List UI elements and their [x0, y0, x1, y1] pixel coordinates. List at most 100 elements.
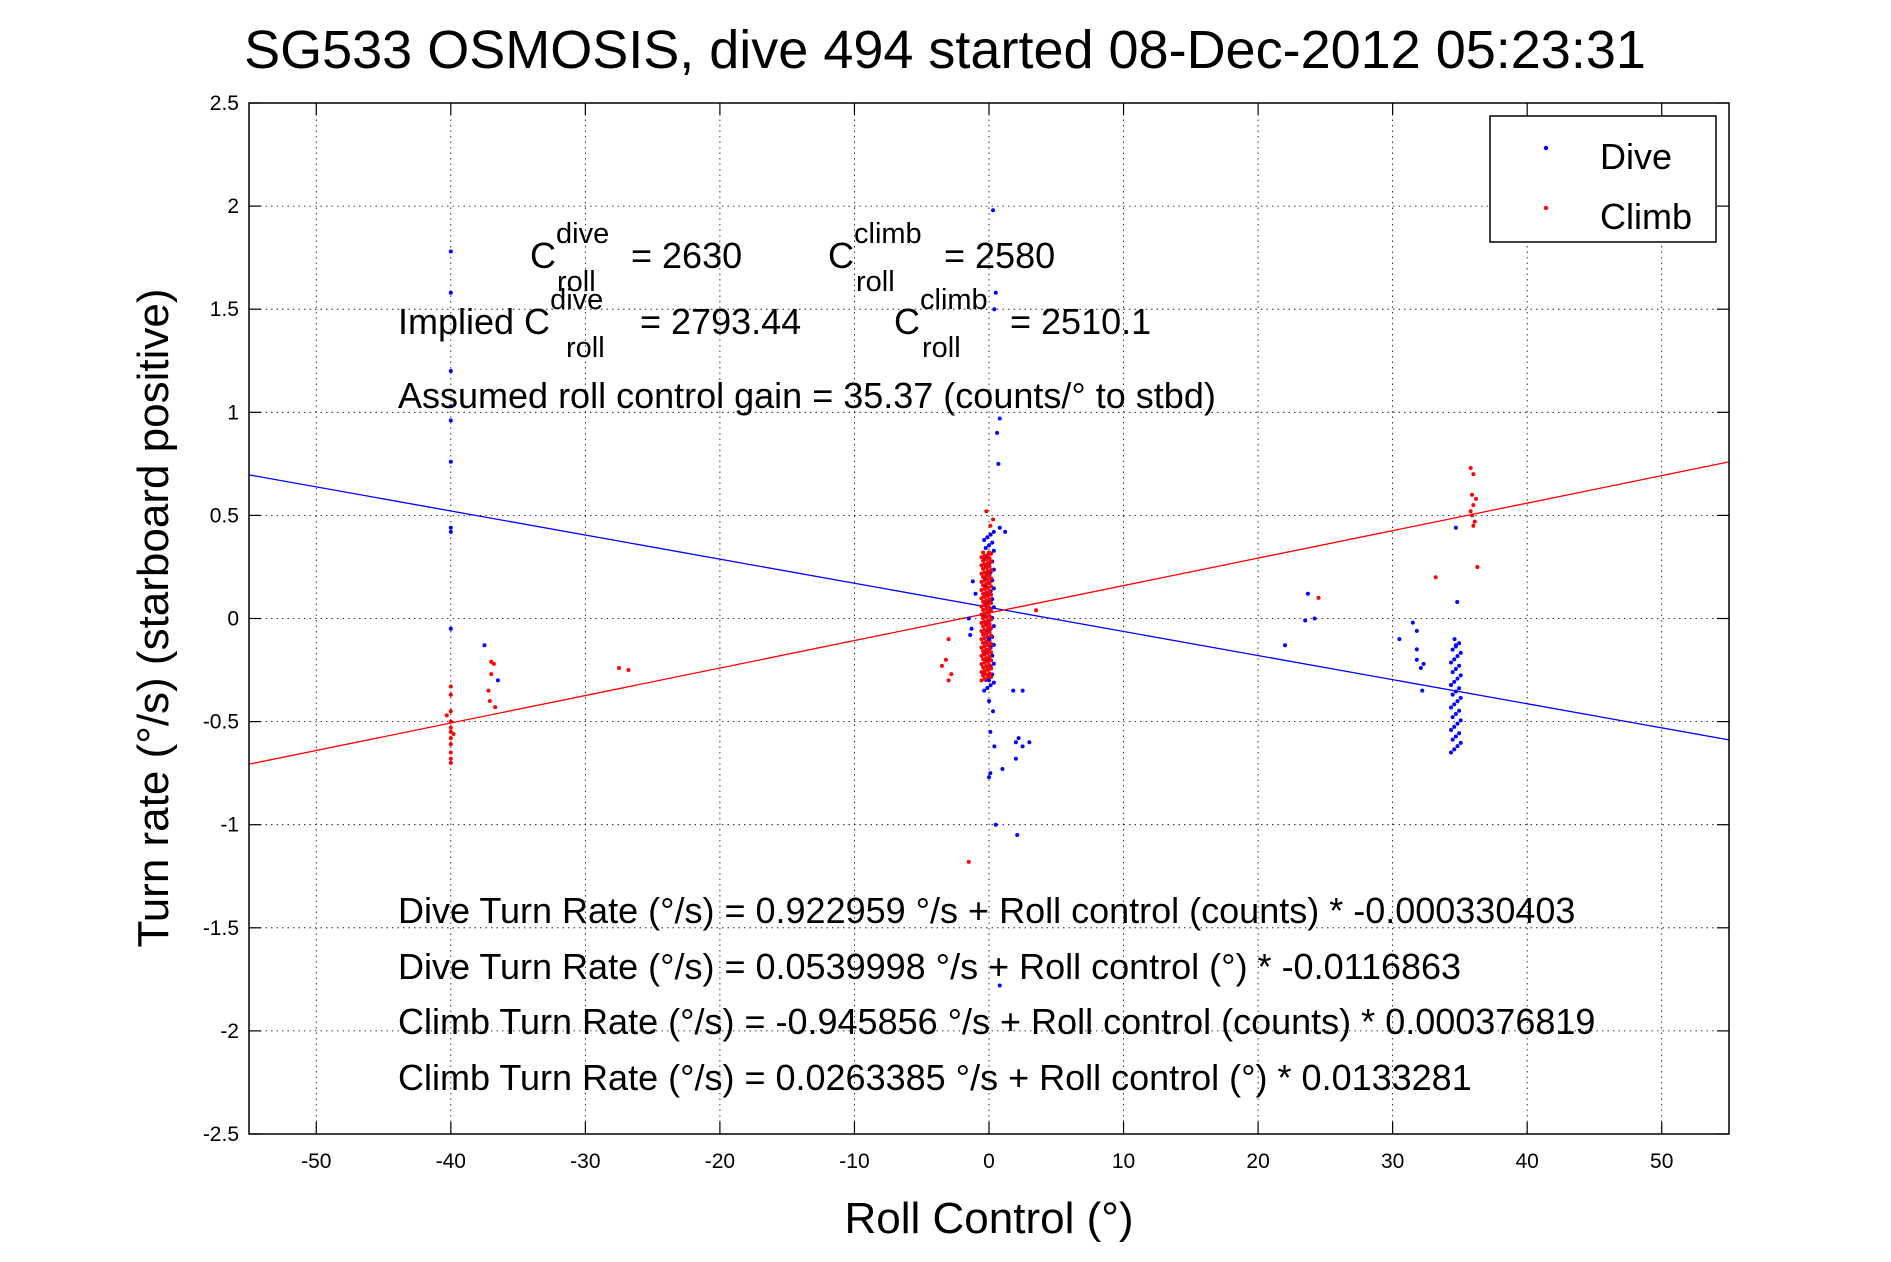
- climb-data-point: [979, 612, 984, 617]
- y-tick-label: -2.5: [203, 1123, 239, 1146]
- dive-data-point: [1455, 676, 1460, 681]
- dive-data-point: [1452, 637, 1457, 642]
- climb-data-point: [985, 569, 990, 574]
- x-tick-label: -10: [839, 1150, 869, 1173]
- climb-data-point: [982, 611, 987, 616]
- climb-data-point: [981, 583, 986, 588]
- climb-data-point: [451, 731, 456, 736]
- dive-data-point: [970, 579, 975, 584]
- dive-data-point: [1453, 525, 1458, 530]
- dive-data-point: [1305, 591, 1310, 596]
- x-tick-label: 20: [1246, 1150, 1269, 1173]
- climb-data-point: [989, 633, 994, 638]
- climb-data-point: [984, 582, 989, 587]
- climb-data-point: [985, 577, 990, 582]
- dive-data-point: [991, 208, 996, 213]
- climb-data-point: [984, 639, 989, 644]
- dive-data-point: [990, 540, 995, 545]
- dive-data-point: [1458, 673, 1463, 678]
- climb-data-point: [981, 599, 986, 604]
- climb-data-point: [984, 656, 989, 661]
- climb-data-point: [984, 647, 989, 652]
- climb-data-point: [981, 575, 986, 580]
- dive-data-point: [993, 290, 998, 295]
- dive-counts-equation: Dive Turn Rate (°/s) = 0.922959 °/s + Ro…: [398, 890, 1575, 931]
- dive-data-point: [1449, 750, 1454, 755]
- dive-data-point: [992, 307, 997, 312]
- climb-data-point: [981, 566, 986, 571]
- dive-data-point: [448, 369, 453, 374]
- c-roll-climb-annotation: Cclimb roll= 2580: [828, 218, 1055, 298]
- climb-data-point: [981, 640, 986, 645]
- dive-data-point: [1414, 647, 1419, 652]
- climb-data-point: [979, 637, 984, 642]
- climb-data-point: [979, 678, 984, 683]
- climb-data-point: [984, 573, 989, 578]
- dive-data-point: [1458, 650, 1463, 655]
- implied-c-roll-annotation: Implied Cdive roll= 2793.44 Cclimb roll= 25…: [398, 284, 1151, 364]
- climb-data-point: [991, 517, 996, 522]
- dive-data-point: [1420, 688, 1425, 693]
- climb-data-point: [1316, 595, 1321, 600]
- dive-data-point: [1011, 688, 1016, 693]
- dive-data-point: [1453, 711, 1458, 716]
- roll-gain-annotation: Assumed roll control gain = 35.37 (count…: [398, 375, 1216, 416]
- climb-data-point: [985, 643, 990, 648]
- climb-data-point: [982, 586, 987, 591]
- climb-data-point: [982, 627, 987, 632]
- dive-data-point: [987, 678, 991, 683]
- climb-data-point: [487, 698, 492, 703]
- dive-data-point: [482, 643, 487, 648]
- climb-data-point: [981, 607, 986, 612]
- climb-data-point: [979, 596, 984, 601]
- dive-data-point: [988, 683, 993, 688]
- data-points: [444, 208, 1480, 988]
- climb-data-point: [989, 650, 994, 655]
- climb-data-point: [987, 605, 992, 610]
- climb-data-point: [448, 692, 453, 697]
- dive-data-point: [991, 709, 996, 714]
- climb-data-point: [987, 589, 992, 594]
- climb-data-point: [987, 556, 992, 561]
- dive-data-point: [1458, 740, 1463, 745]
- climb-data-point: [448, 709, 453, 714]
- dive-data-point: [1283, 643, 1287, 648]
- climb-data-point: [448, 760, 453, 765]
- dive-data-point: [1020, 744, 1025, 749]
- x-tick-label: 40: [1516, 1150, 1539, 1173]
- climb-data-point: [985, 561, 990, 566]
- dive-data-point: [1450, 670, 1455, 675]
- climb-data-point: [981, 665, 986, 670]
- climb-data-point: [987, 572, 992, 577]
- climb-data-point: [1475, 564, 1480, 569]
- dive-data-point: [966, 616, 971, 621]
- dive-data-point: [987, 637, 991, 642]
- y-tick-label: -0.5: [203, 711, 239, 734]
- climb-data-point: [989, 666, 994, 671]
- climb-data-point: [984, 631, 989, 636]
- c-roll-dive-annotation: Cdive roll= 2630: [530, 218, 742, 298]
- climb-data-point: [981, 624, 986, 629]
- climb-data-point: [984, 590, 989, 595]
- dive-data-point: [991, 605, 996, 610]
- dive-data-point: [495, 678, 500, 683]
- climb-data-point: [1471, 503, 1476, 508]
- dive-data-point: [448, 290, 453, 295]
- climb-data-point: [979, 588, 984, 593]
- dive-data-point: [1455, 721, 1460, 726]
- dive-data-point: [1397, 637, 1402, 642]
- climb-data-point: [444, 713, 449, 718]
- climb-data-point: [984, 598, 989, 603]
- y-tick-label: 2: [227, 195, 239, 218]
- climb-data-point: [982, 644, 987, 649]
- dive-data-point: [991, 680, 996, 685]
- dive-data-point: [1452, 679, 1457, 684]
- dive-data-point: [1457, 641, 1462, 646]
- dive-data-point: [988, 532, 993, 537]
- climb-data-point: [448, 742, 453, 747]
- climb-data-point: [985, 610, 990, 615]
- climb-data-point: [982, 562, 987, 567]
- climb-data-point: [984, 672, 989, 677]
- dive-data-point: [1003, 529, 1008, 534]
